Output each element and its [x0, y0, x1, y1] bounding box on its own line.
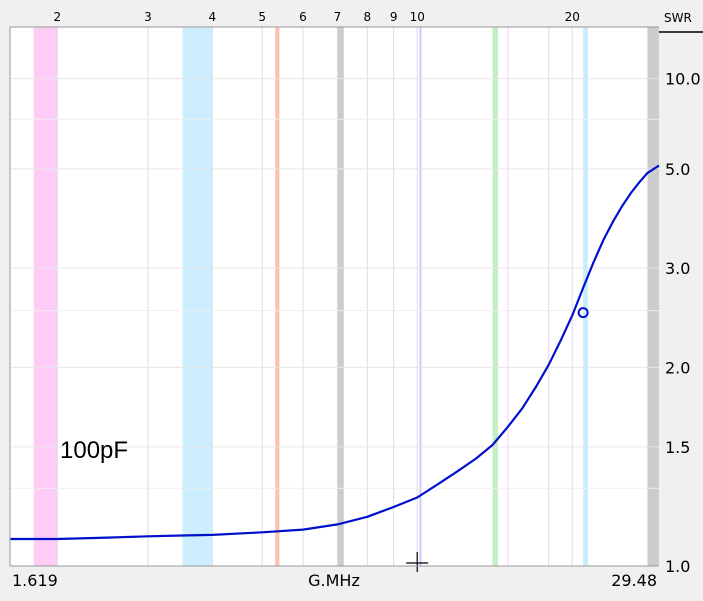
- band: [275, 27, 280, 566]
- y-tick-label: 1.0: [665, 557, 690, 576]
- x-tick-label: 6: [299, 10, 307, 24]
- band: [583, 27, 588, 566]
- band: [647, 27, 659, 566]
- x-tick-label: 10: [410, 10, 425, 24]
- y-tick-label: 2.0: [665, 358, 690, 377]
- band: [492, 27, 498, 566]
- x-tick-label: 8: [363, 10, 371, 24]
- y-axis-label: SWR: [664, 11, 692, 25]
- band: [419, 27, 422, 566]
- x-tick-label: 9: [390, 10, 398, 24]
- marker-circle: [577, 307, 589, 319]
- x-tick-label: 7: [334, 10, 342, 24]
- annotation-text: 100pF: [60, 437, 128, 464]
- plot-background: [10, 27, 659, 566]
- x-tick-label: 4: [208, 10, 216, 24]
- x-axis-max-label: 29.48: [611, 571, 657, 590]
- band-layer: [33, 27, 659, 566]
- x-axis-unit-label: G.MHz: [308, 571, 360, 590]
- swr-curve: [10, 164, 660, 541]
- band: [33, 27, 58, 566]
- y-tick-label: 10.0: [665, 70, 701, 89]
- band: [182, 27, 213, 566]
- vertical-grid: [56, 27, 573, 566]
- y-tick-label: 1.5: [665, 438, 690, 457]
- curve-layer: [10, 164, 660, 572]
- x-tick-label: 5: [258, 10, 266, 24]
- tick-label-layer: 2 3 4 5 6 7 8 9 10 20 10.0 5.0 3.0 2.0 1.5 1.0: [53, 10, 700, 576]
- band: [337, 27, 344, 566]
- x-tick-label: 2: [53, 10, 61, 24]
- y-tick-label: 3.0: [665, 259, 690, 278]
- x-tick-label: 3: [144, 10, 152, 24]
- x-tick-label: 20: [565, 10, 580, 24]
- x-axis-min-label: 1.619: [12, 571, 58, 590]
- y-tick-label: 5.0: [665, 160, 690, 179]
